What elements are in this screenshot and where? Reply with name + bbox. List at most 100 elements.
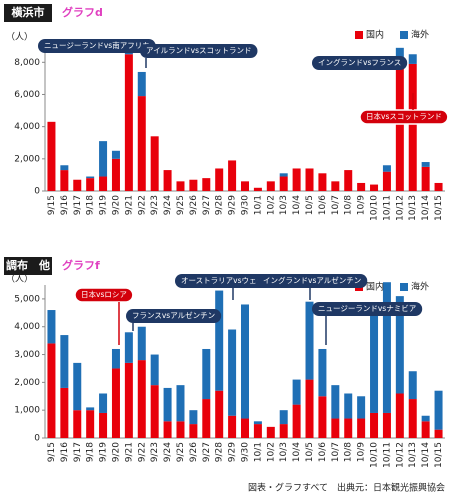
annotation: ニュージーランドvs南アフリカ	[38, 39, 156, 53]
annotation-box	[38, 39, 156, 53]
bar-segment	[241, 304, 249, 419]
x-tick-label: 9/23	[150, 442, 160, 462]
bar-segment	[279, 424, 288, 438]
region-label: 調布 他	[6, 258, 50, 272]
bar-segment	[357, 418, 366, 438]
bar-segment	[73, 410, 82, 438]
bar-segment	[408, 54, 417, 64]
x-tick-label: 9/29	[228, 442, 238, 462]
bar-segment	[370, 412, 379, 438]
annotation-label: ニュージーランドvsナミビア	[318, 304, 416, 313]
x-tick-label: 9/20	[111, 195, 121, 215]
bar-segment	[279, 410, 288, 425]
bar-segment	[137, 360, 146, 438]
annotation: イングランドvsアルゼンチン	[257, 274, 368, 300]
bar-segment	[99, 176, 108, 191]
bar-segment	[318, 348, 327, 397]
x-tick-label: 10/14	[421, 195, 431, 221]
bar-segment	[176, 181, 185, 191]
bar-segment	[434, 429, 443, 438]
x-tick-label: 9/30	[241, 442, 251, 462]
bar-segment	[111, 348, 120, 369]
annotation: フランスvsアルゼンチン	[126, 309, 222, 331]
bar-segment	[266, 426, 275, 438]
annotation: 日本vsスコットランド	[359, 93, 449, 125]
y-tick-label: 0	[34, 187, 40, 197]
y-tick-label: 8,000	[14, 58, 40, 68]
x-tick-label: 9/23	[150, 195, 160, 215]
x-tick-label: 10/8	[344, 442, 354, 462]
bar-segment	[292, 404, 301, 438]
bar-segment	[189, 424, 198, 438]
x-tick-label: 10/3	[279, 442, 289, 462]
y-tick-label: 4,000	[14, 122, 40, 132]
bar-segment	[111, 158, 120, 191]
bar-segment	[292, 379, 301, 405]
annotation-box	[140, 44, 258, 58]
legend-label: 海外	[411, 281, 429, 293]
y-tick-label: 2,000	[14, 378, 40, 388]
x-tick-label: 10/10	[370, 442, 380, 468]
bar-segment	[421, 421, 430, 438]
annotation-label: 日本vsロシア	[81, 289, 127, 299]
chart-title: グラフd	[62, 5, 103, 19]
x-tick-label: 10/4	[292, 442, 302, 462]
x-tick-label: 10/11	[382, 195, 392, 221]
bar-segment	[215, 168, 224, 191]
x-tick-label: 10/6	[318, 195, 328, 215]
x-tick-label: 9/28	[215, 442, 225, 462]
bar-segment	[408, 63, 417, 192]
x-tick-label: 10/10	[370, 195, 380, 221]
bar-segment	[47, 343, 56, 438]
bar-segment	[395, 47, 404, 64]
bar-segment	[331, 385, 340, 419]
bar-segment	[292, 168, 301, 191]
bar-segment	[60, 387, 69, 438]
bar-segment	[421, 162, 430, 167]
bar-segment	[99, 412, 108, 438]
bar-segment	[137, 326, 146, 361]
x-tick-label: 10/2	[266, 442, 276, 462]
bar-segment	[150, 136, 159, 191]
bar-segment	[137, 96, 146, 191]
x-tick-label: 10/11	[382, 442, 392, 468]
x-tick-label: 9/18	[86, 442, 96, 462]
bar-segment	[318, 396, 327, 438]
bar-segment	[86, 410, 95, 438]
x-tick-label: 10/1	[253, 195, 263, 215]
bar-segment	[253, 187, 262, 191]
x-tick-label: 9/19	[99, 442, 109, 462]
x-tick-label: 9/25	[176, 195, 186, 215]
region-label: 横浜市	[12, 5, 45, 19]
bar-segment	[266, 181, 275, 191]
bar-segment	[279, 173, 288, 177]
bar-segment	[189, 179, 198, 191]
x-tick-label: 9/24	[163, 442, 173, 462]
annotation-box	[257, 274, 368, 288]
annotation-label: 日本vsスコットランド	[366, 111, 442, 121]
bar-segment	[163, 387, 172, 422]
bar-segment	[305, 379, 314, 438]
y-unit: （人）	[6, 274, 33, 285]
bar-segment	[60, 170, 69, 191]
y-tick-label: 5,000	[14, 294, 40, 304]
annotation-label: イングランドvsアルゼンチン	[263, 275, 361, 285]
legend-label: 国内	[366, 281, 384, 293]
chart-title: グラフf	[62, 258, 100, 272]
x-tick-label: 9/16	[60, 195, 70, 215]
bar-segment	[111, 368, 120, 438]
x-tick-label: 10/7	[331, 195, 341, 215]
x-tick-label: 9/22	[137, 195, 147, 215]
region-box	[4, 257, 52, 275]
x-tick-label: 10/15	[434, 195, 444, 221]
bar-segment	[421, 415, 430, 422]
region-box	[4, 4, 52, 22]
bar-segment	[202, 399, 211, 438]
bar-segment	[408, 371, 417, 400]
annotation: アイルランドvsスコットランド	[140, 44, 258, 68]
bar-segment	[344, 418, 353, 438]
x-tick-label: 10/5	[305, 195, 315, 215]
legend-swatch	[400, 31, 408, 39]
bar-segment	[60, 335, 69, 388]
bar-segment	[124, 54, 133, 192]
